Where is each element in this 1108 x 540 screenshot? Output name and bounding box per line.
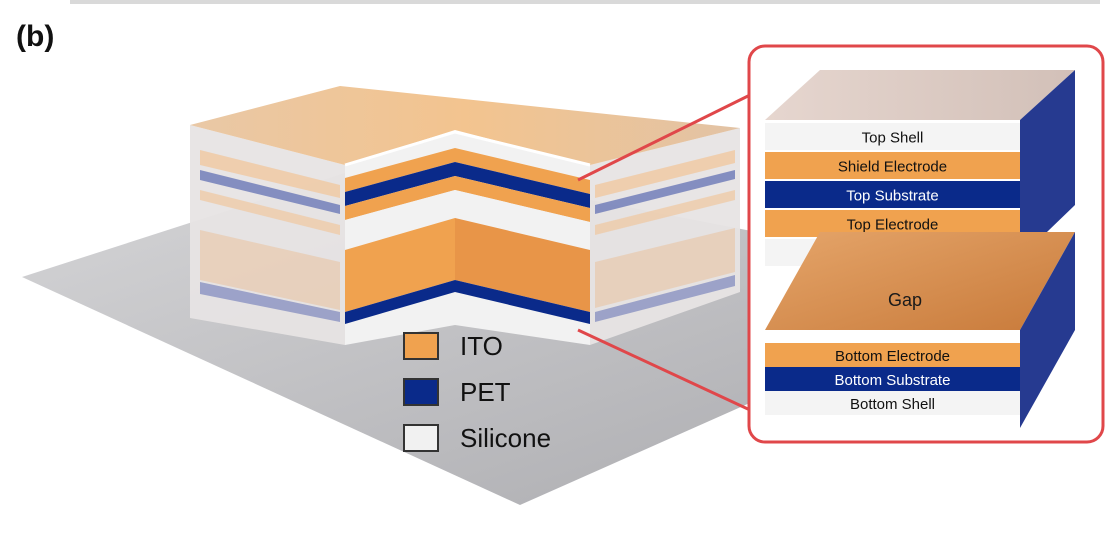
layer-bottom-shell: Bottom Shell [765,391,1020,415]
layer-band [765,181,1020,208]
legend: ITO PET Silicone [403,331,551,453]
left-face-ito-1 [200,150,340,198]
left-face-pet-2 [200,282,340,322]
upper-top-surface [765,70,1075,120]
layer-top-substrate: Top Substrate [765,181,1020,208]
layer-band [765,343,1020,367]
left-face-ito-2 [200,190,340,235]
right-face-ito-3 [595,228,735,308]
lower-right-side [1020,232,1075,428]
cutaway-edge [344,130,591,167]
legend-label: ITO [460,331,503,361]
right-face-pet-2 [595,275,735,322]
upper-right-side [1020,70,1075,258]
callout-line-top [577,93,751,182]
gap-surface [765,232,1075,330]
legend-item-silicone: Silicone [403,423,551,453]
layer-label: Top Substrate [846,188,939,205]
layer-bottom-substrate: Bottom Substrate [765,367,1020,391]
layer-label: Bottom Substrate [835,372,951,389]
block-top-face [190,86,740,165]
left-face-ito-3 [200,230,340,310]
legend-swatch [403,424,439,452]
layer-band [765,367,1020,391]
layer-bottom-electrode: Bottom Electrode [765,343,1020,367]
legend-label: Silicone [460,423,551,453]
left-face-pet-1 [200,170,340,214]
legend-item-pet: PET [403,377,511,407]
legend-swatch [403,378,439,406]
layer-band [765,123,1020,150]
layer-label: Top Shell [862,130,924,147]
layer-top-shell: Top Shell [765,123,1020,150]
legend-label: PET [460,377,511,407]
legend-swatch [403,332,439,360]
layer-band [765,152,1020,179]
layer-label: Bottom Shell [850,396,935,413]
layer-label: Shield Electrode [838,159,947,176]
callout-line-bottom [577,328,751,412]
sensor-block [190,86,740,345]
gap-label: Gap [888,290,922,310]
cutaway-right-wall [455,132,590,345]
layer-shield-electrode: Shield Electrode [765,152,1020,179]
layer-band [765,391,1020,415]
layer-label: Top Electrode [847,217,939,234]
layer-label: Bottom Electrode [835,348,950,365]
right-face-pet-1 [595,170,735,214]
panel-label: (b) [16,20,55,53]
cutaway-left-wall [345,132,455,345]
right-face-ito-2 [595,190,735,235]
right-face-ito-1 [595,150,735,198]
legend-item-ito: ITO [403,331,503,361]
zoom-stack: Top Shell Shield Electrode Top Substrate To… [765,70,1075,428]
top-divider [70,0,1100,4]
